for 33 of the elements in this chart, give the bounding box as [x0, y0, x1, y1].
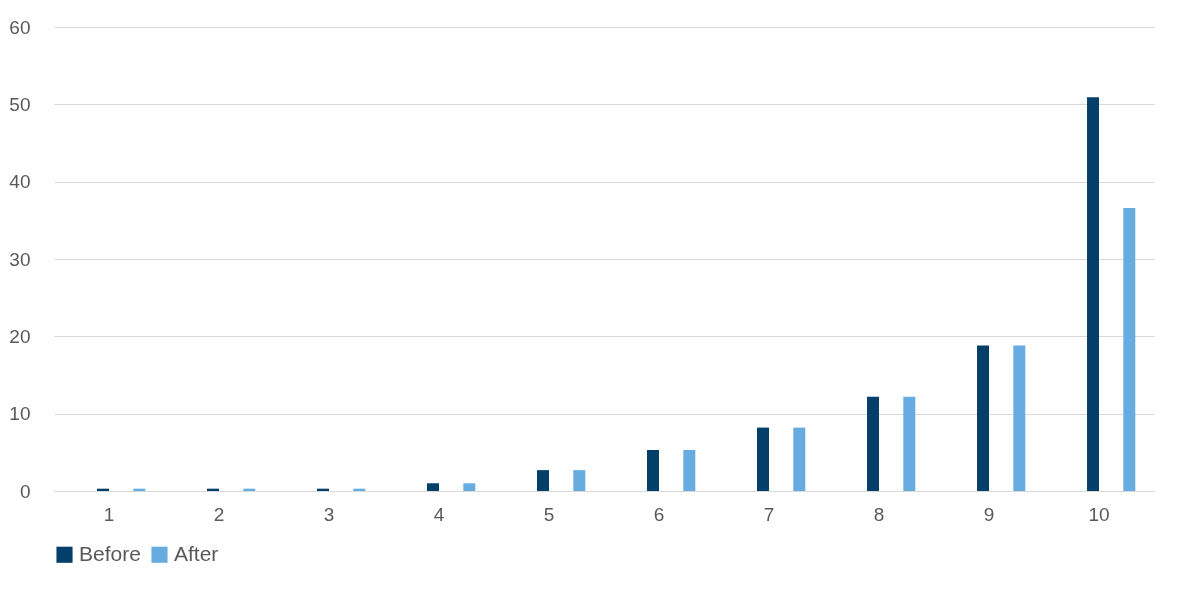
x-tick-label: 7 [763, 503, 775, 525]
y-tick-label: 0 [19, 480, 31, 502]
x-tick-label: 2 [213, 503, 225, 525]
bar [977, 345, 989, 491]
bar [1013, 345, 1026, 491]
bar [647, 450, 659, 491]
bar [683, 450, 696, 491]
x-tick-label: 1 [103, 503, 115, 525]
y-tick-label: 30 [9, 248, 31, 270]
bar [1087, 97, 1099, 491]
y-tick-label: 50 [9, 93, 31, 115]
bar [1123, 207, 1136, 491]
bar [463, 483, 476, 491]
x-tick-label: 9 [983, 503, 995, 525]
y-tick-label: 10 [9, 403, 31, 425]
y-tick-label: 20 [9, 325, 31, 347]
legend-label: Before [79, 541, 141, 565]
x-tick-label: 10 [1088, 503, 1110, 525]
bar [757, 427, 769, 491]
bar [427, 483, 439, 491]
x-tick-label: 6 [653, 503, 665, 525]
bar [573, 470, 586, 491]
x-tick-label: 4 [433, 503, 445, 525]
bar [793, 427, 806, 491]
bar [867, 396, 879, 491]
x-tick-label: 3 [323, 503, 335, 525]
legend-label: After [174, 541, 219, 565]
y-tick-label: 40 [9, 171, 31, 193]
x-tick-label: 5 [543, 503, 555, 525]
y-tick-label: 60 [9, 16, 31, 38]
bar [537, 470, 549, 491]
bar [903, 396, 916, 491]
x-tick-label: 8 [873, 503, 885, 525]
